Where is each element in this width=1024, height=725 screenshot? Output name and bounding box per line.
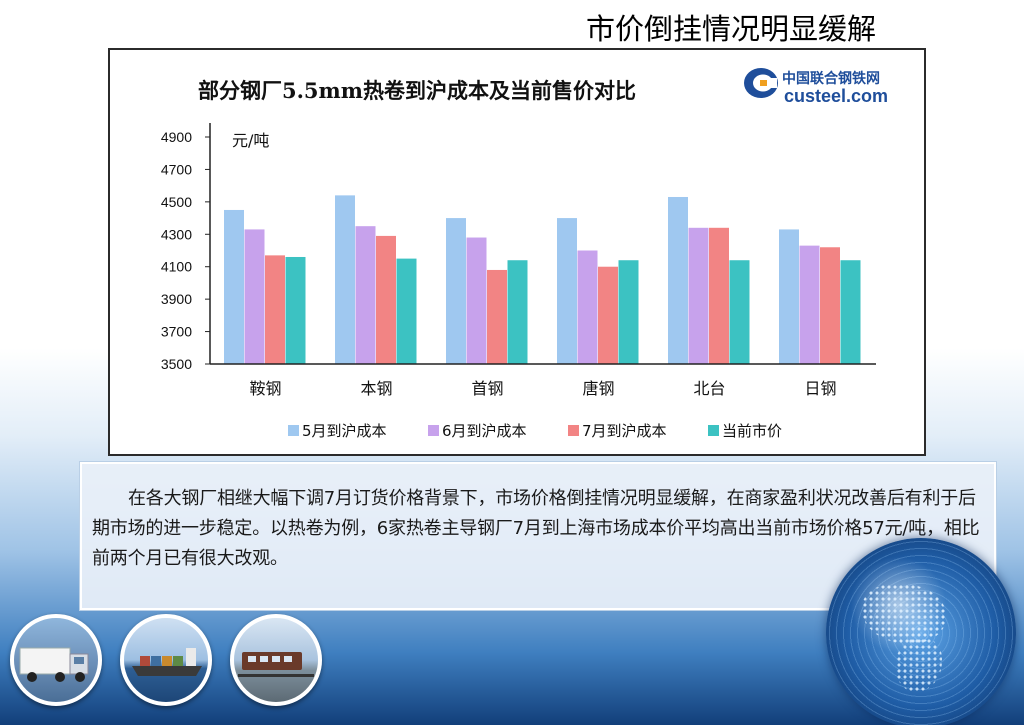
bar <box>557 218 577 364</box>
bar-marks <box>224 195 861 364</box>
x-tick-label: 本钢 <box>360 379 392 398</box>
truck-photo <box>10 614 102 706</box>
bar <box>779 229 799 364</box>
bar <box>799 245 820 364</box>
train-photo <box>230 614 322 706</box>
bar <box>285 256 306 364</box>
logo-en-text: custeel.com <box>784 86 889 106</box>
globe-land-south <box>896 638 942 692</box>
bar <box>335 195 355 364</box>
legend-swatch <box>428 425 439 436</box>
x-tick-label: 日钢 <box>804 379 836 398</box>
bar <box>668 196 688 364</box>
legend-swatch <box>288 425 299 436</box>
legend-label: 7月到沪成本 <box>582 422 667 440</box>
y-axis: 3500 3700 3900 4100 4300 4500 4700 4900 <box>161 123 211 372</box>
globe-land-north <box>862 584 946 644</box>
custeel-logo-icon <box>744 68 778 98</box>
legend-label: 当前市价 <box>722 422 782 440</box>
x-axis: 鞍钢 本钢 首钢 唐钢 北台 日钢 <box>210 363 876 398</box>
y-tick-label: 4900 <box>161 129 192 145</box>
slide-title: 市价倒挂情况明显缓解 <box>586 12 877 46</box>
x-tick-label: 首钢 <box>471 379 503 398</box>
y-tick-label: 4700 <box>161 161 192 177</box>
y-tick-label: 3700 <box>161 324 192 340</box>
y-tick-label: 3900 <box>161 291 192 307</box>
bar <box>577 250 598 364</box>
bar <box>618 260 639 364</box>
bar-chart: 部分钢厂5.5mm热卷到沪成本及当前售价对比 元/吨 3500 3700 3900 4… <box>161 78 876 440</box>
bar <box>487 269 507 364</box>
bar <box>376 235 396 364</box>
chart-panel: 部分钢厂5.5mm热卷到沪成本及当前售价对比 元/吨 3500 3700 3900 4… <box>108 48 926 456</box>
bar <box>688 227 709 364</box>
bar <box>396 258 417 364</box>
globe-icon <box>826 538 1016 725</box>
bar <box>709 227 729 364</box>
legend-label: 6月到沪成本 <box>442 422 527 440</box>
legend-swatch <box>568 425 579 436</box>
y-tick-label: 4500 <box>161 194 192 210</box>
x-tick-label: 唐钢 <box>582 379 614 398</box>
ship-icon <box>132 648 202 676</box>
bar <box>466 237 487 364</box>
bar <box>507 260 528 364</box>
legend: 5月到沪成本 6月到沪成本 7月到沪成本 当前市价 <box>288 422 782 440</box>
truck-icon <box>19 647 89 682</box>
bar <box>820 247 840 364</box>
bar <box>729 260 750 364</box>
y-tick-label: 3500 <box>161 356 192 372</box>
y-tick-label: 4100 <box>161 259 192 275</box>
bar <box>244 229 265 364</box>
bar <box>840 260 861 364</box>
chart-title: 部分钢厂5.5mm热卷到沪成本及当前售价对比 <box>198 78 636 103</box>
bar <box>446 218 466 364</box>
custeel-logo: 中国联合钢铁网 custeel.com <box>742 66 912 110</box>
logo-cn-text: 中国联合钢铁网 <box>782 71 880 87</box>
y-axis-unit: 元/吨 <box>232 131 269 150</box>
legend-swatch <box>708 425 719 436</box>
y-tick-label: 4300 <box>161 226 192 242</box>
legend-label: 5月到沪成本 <box>302 422 387 440</box>
summary-paragraph: 在各大钢厂相继大幅下调7月订货价格背景下，市场价格倒挂情况明显缓解，在商家盈利状… <box>92 488 980 569</box>
bar <box>355 226 376 364</box>
bar <box>224 209 244 364</box>
x-tick-label: 北台 <box>693 379 725 398</box>
train-icon <box>238 652 314 677</box>
ship-photo <box>120 614 212 706</box>
bar <box>598 266 618 364</box>
x-tick-label: 鞍钢 <box>249 379 281 398</box>
bar <box>265 255 285 364</box>
